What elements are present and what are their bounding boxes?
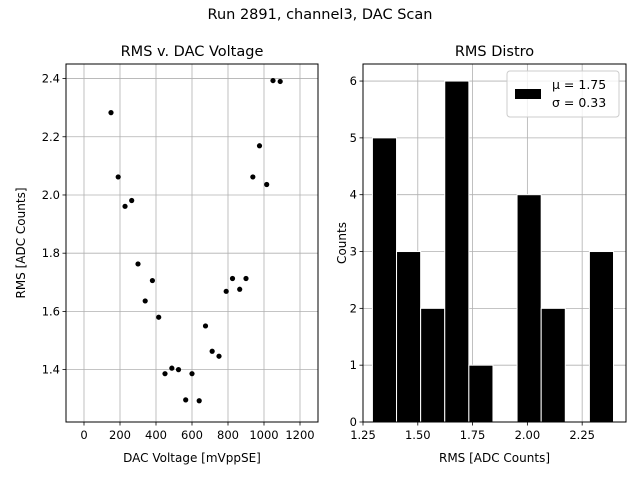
x-tick-label: 2.00	[515, 428, 541, 442]
x-tick-label: 1.75	[460, 428, 486, 442]
scatter-point	[223, 288, 229, 294]
histogram-bar	[371, 137, 398, 423]
scatter-point	[216, 353, 222, 359]
scatter-point	[209, 348, 215, 354]
histogram-bar	[588, 251, 615, 423]
scatter-point	[108, 110, 114, 116]
y-tick-label: 2.2	[42, 130, 60, 144]
scatter-point	[256, 143, 263, 149]
scatter-points	[108, 77, 283, 404]
histogram-bar	[516, 194, 542, 423]
scatter-point	[243, 275, 249, 282]
x-tick-label: 2.25	[569, 428, 595, 442]
scatter-y-axis-label: RMS [ADC Counts]	[14, 187, 28, 298]
scatter-point	[229, 275, 236, 282]
scatter-point	[169, 365, 175, 371]
x-tick-label: 1.25	[350, 428, 376, 442]
x-tick-label: 0	[80, 428, 87, 442]
scatter-point	[115, 174, 121, 180]
histogram-bar	[396, 251, 422, 423]
x-tick-label: 1.50	[405, 428, 431, 442]
x-tick-label: 800	[217, 428, 239, 442]
legend-mean-text: μ = 1.75	[552, 77, 606, 92]
scatter-point	[122, 203, 128, 209]
figure-title: Run 2891, channel3, DAC Scan	[207, 7, 433, 23]
y-tick-label: 4	[350, 188, 357, 202]
y-tick-label: 6	[350, 74, 357, 88]
histogram-bar	[540, 307, 566, 423]
histogram-bars	[371, 80, 615, 423]
histogram-bar	[444, 80, 470, 423]
legend-box	[506, 70, 620, 118]
scatter-point	[264, 181, 270, 188]
x-tick-label: 600	[181, 428, 203, 442]
scatter-point	[189, 371, 195, 377]
scatter-title: RMS v. DAC Voltage	[121, 44, 264, 60]
scatter-point	[270, 77, 276, 84]
scatter-point	[149, 277, 155, 284]
scatter-point	[175, 367, 182, 373]
scatter-grid	[66, 64, 318, 422]
y-tick-label: 0	[350, 415, 357, 429]
scatter-point	[202, 323, 209, 329]
scatter-point	[277, 78, 283, 85]
scatter-point	[183, 397, 189, 403]
scatter-x-axis-label: DAC Voltage [mVppSE]	[123, 451, 261, 465]
histogram-bar	[420, 307, 446, 423]
scatter-point	[196, 398, 202, 404]
x-tick-label: 400	[145, 428, 167, 442]
y-tick-label: 1.8	[42, 246, 60, 260]
scatter-point	[135, 261, 141, 267]
y-tick-label: 2.4	[42, 72, 60, 86]
histogram-title: RMS Distro	[455, 44, 534, 60]
scatter-point	[237, 286, 243, 292]
scatter-point	[142, 298, 148, 304]
legend-sigma-text: σ = 0.33	[552, 95, 606, 110]
histogram-ticks: 1.25 1.50 1.75 2.00 2.25 0 1 2 3 4 5 6	[350, 74, 595, 442]
scatter-ticks: 0 200 400 600 800 1000 1200 1.4 1.6 1.8 2.0 2.2 2.4	[42, 72, 315, 442]
x-tick-label: 200	[109, 428, 131, 442]
scatter-panel: 0 200 400 600 800 1000 12001.41.61.82.02.22.4 …	[14, 44, 319, 465]
scatter-point	[162, 371, 168, 377]
histogram-bar	[468, 364, 494, 423]
scatter-point	[156, 314, 162, 320]
histogram-panel: 1.25 1.50 1.75 2.00 2.25 0 1 2 3 4 5 6 RMS Distro R…	[335, 44, 627, 465]
legend-swatch	[515, 89, 541, 99]
y-tick-label: 5	[350, 131, 357, 145]
histogram-y-axis-label: Counts	[335, 222, 349, 264]
y-tick-label: 1.6	[42, 304, 60, 318]
scatter-point	[250, 174, 256, 180]
histogram-x-axis-label: RMS [ADC Counts]	[439, 451, 550, 465]
y-tick-label: 1.4	[42, 363, 60, 377]
y-tick-label: 3	[350, 245, 357, 259]
x-tick-label: 1000	[249, 428, 278, 442]
histogram-axes-frame	[362, 63, 627, 423]
y-tick-label: 2	[350, 301, 357, 315]
y-tick-label: 2.0	[42, 188, 60, 202]
x-tick-label: 1200	[285, 428, 314, 442]
histogram-legend: μ = 1.75 σ = 0.33	[506, 70, 620, 118]
scatter-point	[129, 197, 135, 204]
y-tick-label: 1	[350, 358, 357, 372]
